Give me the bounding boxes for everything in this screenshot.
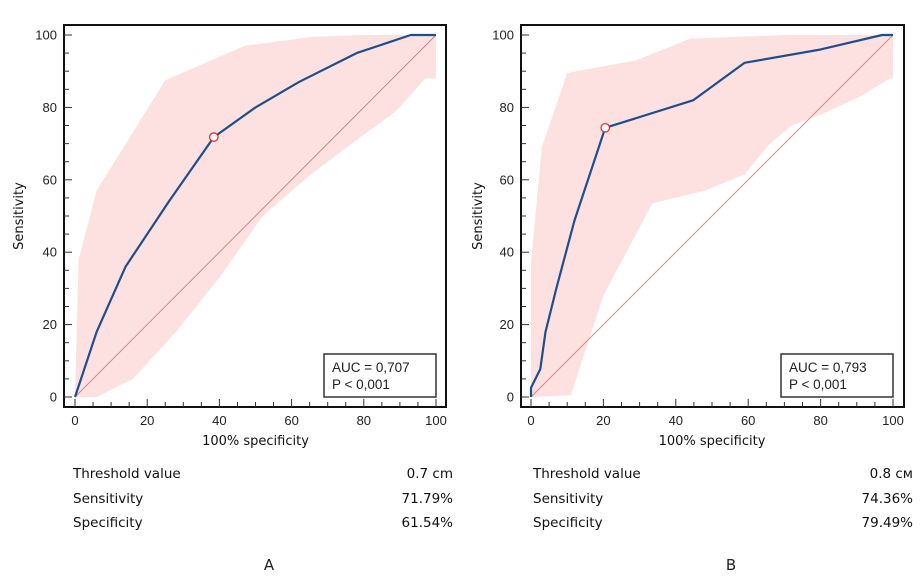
stat-row-specificity: Specificity 61.54% bbox=[73, 515, 453, 535]
x-tick-label: 100 bbox=[882, 413, 904, 428]
y-tick-label: 40 bbox=[43, 245, 57, 260]
roc-curve bbox=[529, 33, 893, 397]
x-tick-label: 60 bbox=[741, 413, 755, 428]
optimal-cutoff-marker bbox=[600, 122, 611, 133]
y-tick-label: 20 bbox=[500, 317, 514, 332]
panel-label-a: A bbox=[263, 556, 275, 574]
auc-box bbox=[323, 353, 437, 398]
x-tick-label: 60 bbox=[284, 413, 298, 428]
x-tick-label: 20 bbox=[596, 413, 610, 428]
y-axis-title: Sensitivity bbox=[12, 182, 27, 250]
specificity-label: Specificity bbox=[73, 515, 143, 531]
threshold-value: 0.8 см bbox=[869, 466, 913, 482]
stat-row-sensitivity: Sensitivity 74.36% bbox=[533, 491, 913, 511]
panel-label-b: B bbox=[725, 556, 737, 574]
y-tick-label: 0 bbox=[50, 390, 57, 405]
threshold-label: Threshold value bbox=[533, 466, 641, 482]
y-tick-label: 60 bbox=[500, 172, 514, 187]
x-tick-label: 40 bbox=[669, 413, 683, 428]
x-tick-label: 80 bbox=[357, 413, 371, 428]
roc-panel-a: 0 20 40 60 80 100 0 20 40 60 80 100 100% specificity… bbox=[0, 0, 461, 586]
auc-value: AUC = 0,707 bbox=[332, 360, 410, 375]
auc-box bbox=[780, 353, 894, 398]
confidence-band bbox=[531, 35, 893, 397]
optimal-cutoff-marker bbox=[208, 132, 219, 142]
x-axis-title: 100% specificity bbox=[659, 434, 766, 449]
stat-row-threshold: Threshold value 0.7 cm bbox=[73, 466, 453, 486]
stat-row-sensitivity: Sensitivity 71.79% bbox=[73, 491, 453, 511]
stat-row-threshold: Threshold value 0.8 см bbox=[533, 466, 913, 486]
y-tick-label: 100 bbox=[492, 28, 514, 43]
roc-chart-a: 0 20 40 60 80 100 0 20 40 60 80 100 100% specificity… bbox=[12, 24, 447, 449]
y-tick-label: 0 bbox=[507, 390, 514, 405]
auc-value: AUC = 0,793 bbox=[789, 360, 867, 375]
threshold-label: Threshold value bbox=[73, 466, 181, 482]
x-tick-label: 0 bbox=[71, 413, 78, 428]
y-tick-label: 80 bbox=[500, 100, 514, 115]
x-tick-label: 0 bbox=[527, 413, 534, 428]
roc-chart-b: 0 20 40 60 80 100 0 20 40 60 80 100 100% specificity… bbox=[471, 24, 905, 449]
x-tick-label: 40 bbox=[212, 413, 226, 428]
roc-panel-b: 0 20 40 60 80 100 0 20 40 60 80 100 100% specificity… bbox=[457, 0, 918, 586]
y-tick-label: 80 bbox=[43, 100, 57, 115]
reference-line bbox=[530, 34, 894, 398]
x-tick-label: 80 bbox=[813, 413, 827, 428]
p-value: P < 0,001 bbox=[332, 377, 390, 392]
specificity-value: 79.49% bbox=[861, 515, 913, 531]
sensitivity-label: Sensitivity bbox=[533, 491, 604, 507]
x-tick-label: 20 bbox=[140, 413, 154, 428]
sensitivity-label: Sensitivity bbox=[73, 491, 144, 507]
threshold-value: 0.7 cm bbox=[406, 466, 453, 482]
stat-row-specificity: Specificity 79.49% bbox=[533, 515, 913, 535]
x-tick-label: 100 bbox=[425, 413, 447, 428]
x-axis-title: 100% specificity bbox=[202, 434, 309, 449]
p-value: P < 0,001 bbox=[789, 377, 847, 392]
reference-line bbox=[74, 34, 437, 398]
sensitivity-value: 71.79% bbox=[401, 491, 453, 507]
sensitivity-value: 74.36% bbox=[861, 491, 913, 507]
roc-curve bbox=[73, 33, 436, 398]
y-tick-label: 60 bbox=[43, 172, 57, 187]
y-tick-label: 20 bbox=[43, 317, 57, 332]
y-axis-title: Sensitivity bbox=[471, 182, 486, 250]
y-tick-label: 100 bbox=[35, 28, 57, 43]
specificity-label: Specificity bbox=[533, 515, 603, 531]
specificity-value: 61.54% bbox=[401, 515, 453, 531]
y-tick-label: 40 bbox=[500, 245, 514, 260]
